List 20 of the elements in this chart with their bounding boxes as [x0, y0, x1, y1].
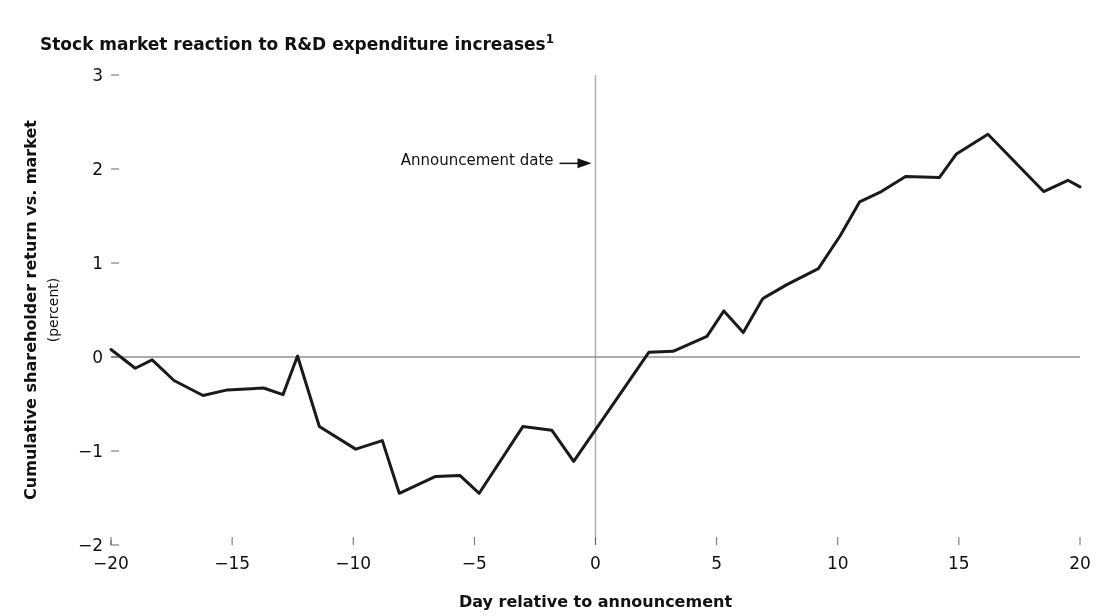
- y-tick-label: 0: [92, 347, 103, 367]
- x-tick-label: −10: [335, 553, 372, 573]
- y-tick-label: −2: [77, 535, 103, 555]
- ref-line-label: Announcement date: [400, 151, 554, 170]
- x-tick-label: −20: [93, 553, 129, 573]
- x-tick-label: 20: [1069, 553, 1091, 573]
- x-tick-label: −5: [461, 553, 487, 573]
- x-tick-label: 10: [826, 553, 849, 573]
- x-tick-label: 15: [948, 553, 970, 573]
- x-axis-title: Day relative to announcement: [458, 592, 733, 611]
- y-tick-label: −1: [77, 441, 103, 461]
- x-tick-label: −15: [214, 553, 251, 573]
- line-series: [109, 132, 1082, 495]
- y-tick-label: 2: [92, 159, 103, 179]
- x-tick-label: 0: [590, 553, 601, 573]
- chart-title: Stock market reaction to R&D expenditure increases$^{1}$: [40, 32, 554, 54]
- y-tick-label: 1: [92, 253, 103, 273]
- y-axis-title: Cumulative shareholder return vs. market (percent): [21, 119, 61, 500]
- y-tick-label: 3: [92, 65, 103, 85]
- x-tick-label: 5: [711, 553, 723, 573]
